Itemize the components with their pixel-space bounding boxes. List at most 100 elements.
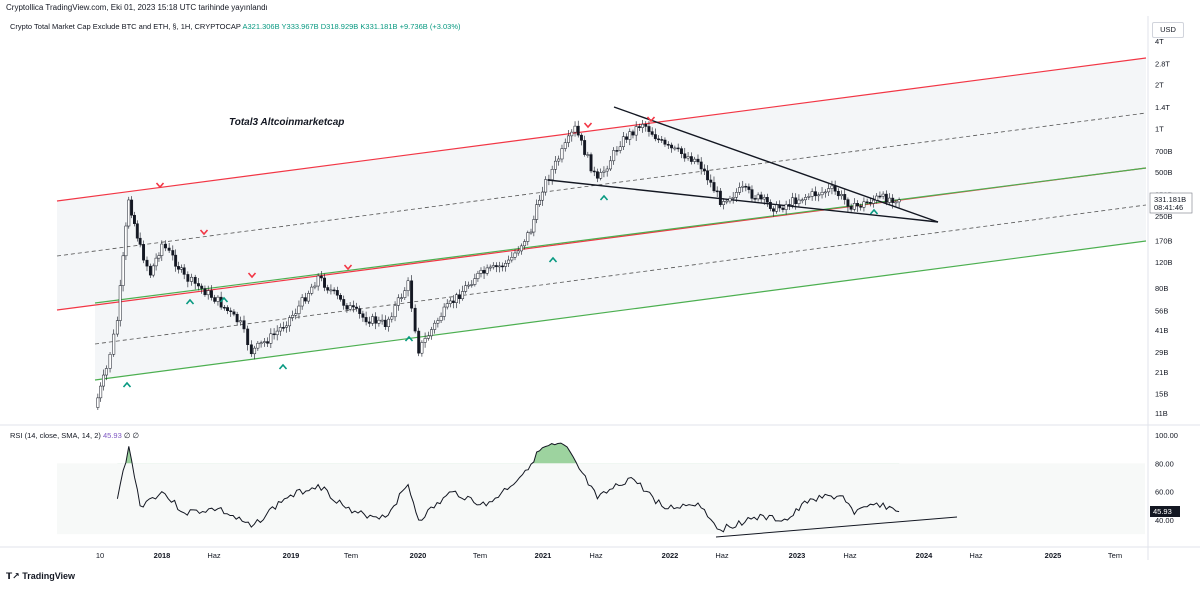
candle-body (262, 341, 266, 344)
candle-body (200, 285, 204, 289)
candle-body (644, 124, 648, 127)
candle-body (319, 275, 323, 279)
candle-body (615, 150, 619, 152)
candle-body (547, 179, 551, 181)
price-tick-label: 80B (1155, 284, 1168, 293)
bottom-pivot-marker (219, 296, 229, 303)
candle-body (602, 170, 606, 173)
candle-body (213, 297, 217, 302)
candle-body (804, 197, 807, 201)
candle-body (351, 305, 355, 308)
time-tick-label: Haz (843, 551, 857, 560)
candle-body (567, 135, 570, 143)
candle-body (820, 191, 824, 196)
candle-body (179, 267, 183, 270)
candle-body (618, 146, 622, 151)
candle-body (300, 297, 304, 307)
candle-body (532, 219, 536, 233)
time-tick-label: Haz (969, 551, 983, 560)
candle-body (741, 185, 745, 188)
rsi-legend: RSI (14, close, SMA, 14, 2) 45.93 ∅ ∅ (10, 431, 139, 440)
candle-body (420, 342, 424, 354)
price-tick-label: 500B (1155, 168, 1173, 177)
candle-body (637, 126, 641, 128)
candle-body (332, 289, 336, 292)
candle-body (430, 329, 433, 337)
candle-body (151, 265, 155, 276)
tradingview-logo[interactable]: 𝗧↗ TradingView (6, 571, 75, 582)
candle-body (259, 342, 263, 345)
candle-body (329, 289, 333, 292)
candle-body (171, 250, 175, 256)
candle-body (464, 285, 468, 292)
candle-body (519, 245, 523, 252)
top-pivot-marker (155, 182, 165, 189)
candle-body (813, 191, 817, 197)
candle-body (454, 294, 458, 303)
upper-channel-fill (57, 58, 1146, 310)
candle-body (725, 200, 729, 203)
candle-body (702, 168, 706, 171)
candle-body (396, 297, 400, 306)
candle-body (693, 158, 697, 162)
candle-body (836, 190, 840, 197)
candle-body (653, 134, 657, 140)
candle-body (355, 306, 358, 309)
candle-body (238, 320, 242, 323)
candle-body (576, 125, 580, 136)
ohlc-high: Y333.967B (281, 22, 319, 31)
price-tick-label: 29B (1155, 348, 1168, 357)
candle-body (436, 320, 440, 324)
candle-body (118, 285, 122, 321)
candle-body (673, 147, 677, 150)
price-tick-label: 120B (1155, 258, 1173, 267)
price-tick-label: 1T (1155, 124, 1164, 133)
candle-body (709, 179, 713, 183)
candle-body (787, 204, 791, 206)
tradingview-logo-icon: 𝗧↗ (6, 571, 20, 581)
lower-channel-bottom-line (94, 240, 1147, 381)
candle-body (608, 160, 612, 170)
candle-body (823, 191, 827, 194)
ohlc-low: D318.929B (320, 22, 359, 31)
candle-body (190, 276, 193, 282)
candle-body (628, 131, 632, 140)
candle-body (371, 316, 374, 324)
candle-body (242, 320, 246, 330)
time-tick-label: 2024 (916, 551, 934, 560)
time-tick-label: Tem (344, 551, 358, 560)
candle-body (759, 194, 763, 200)
candle-body (235, 313, 239, 323)
candle-body (164, 243, 167, 249)
candle-body (403, 290, 407, 298)
top-pivot-marker (199, 229, 209, 236)
candle-body (706, 170, 710, 181)
price-tick-label: 170B (1155, 236, 1173, 245)
candle-body (859, 205, 863, 208)
candle-body (367, 321, 371, 324)
candle-body (157, 255, 161, 259)
candle-body (383, 319, 387, 327)
candle-body (482, 270, 486, 274)
candle-body (145, 259, 149, 267)
candle-body (479, 270, 483, 274)
candle-body (142, 244, 146, 261)
currency-selector[interactable]: USD (1152, 22, 1184, 38)
candle-body (807, 196, 811, 198)
candle-body (108, 354, 112, 369)
wedge-upper-line (613, 106, 939, 223)
candle-body (781, 207, 785, 210)
candle-body (476, 273, 480, 279)
bottom-pivot-marker (599, 194, 609, 201)
candle-body (400, 297, 404, 299)
symbol-title: Crypto Total Market Cap Exclude BTC and … (10, 22, 241, 31)
candle-body (570, 131, 574, 137)
bottom-pivot-marker (869, 208, 879, 215)
time-tick-label: Tem (473, 551, 487, 560)
candle-body (127, 199, 131, 227)
candle-body (348, 305, 352, 310)
candle-body (875, 195, 879, 201)
candle-body (538, 199, 541, 205)
candle-body (523, 241, 527, 247)
